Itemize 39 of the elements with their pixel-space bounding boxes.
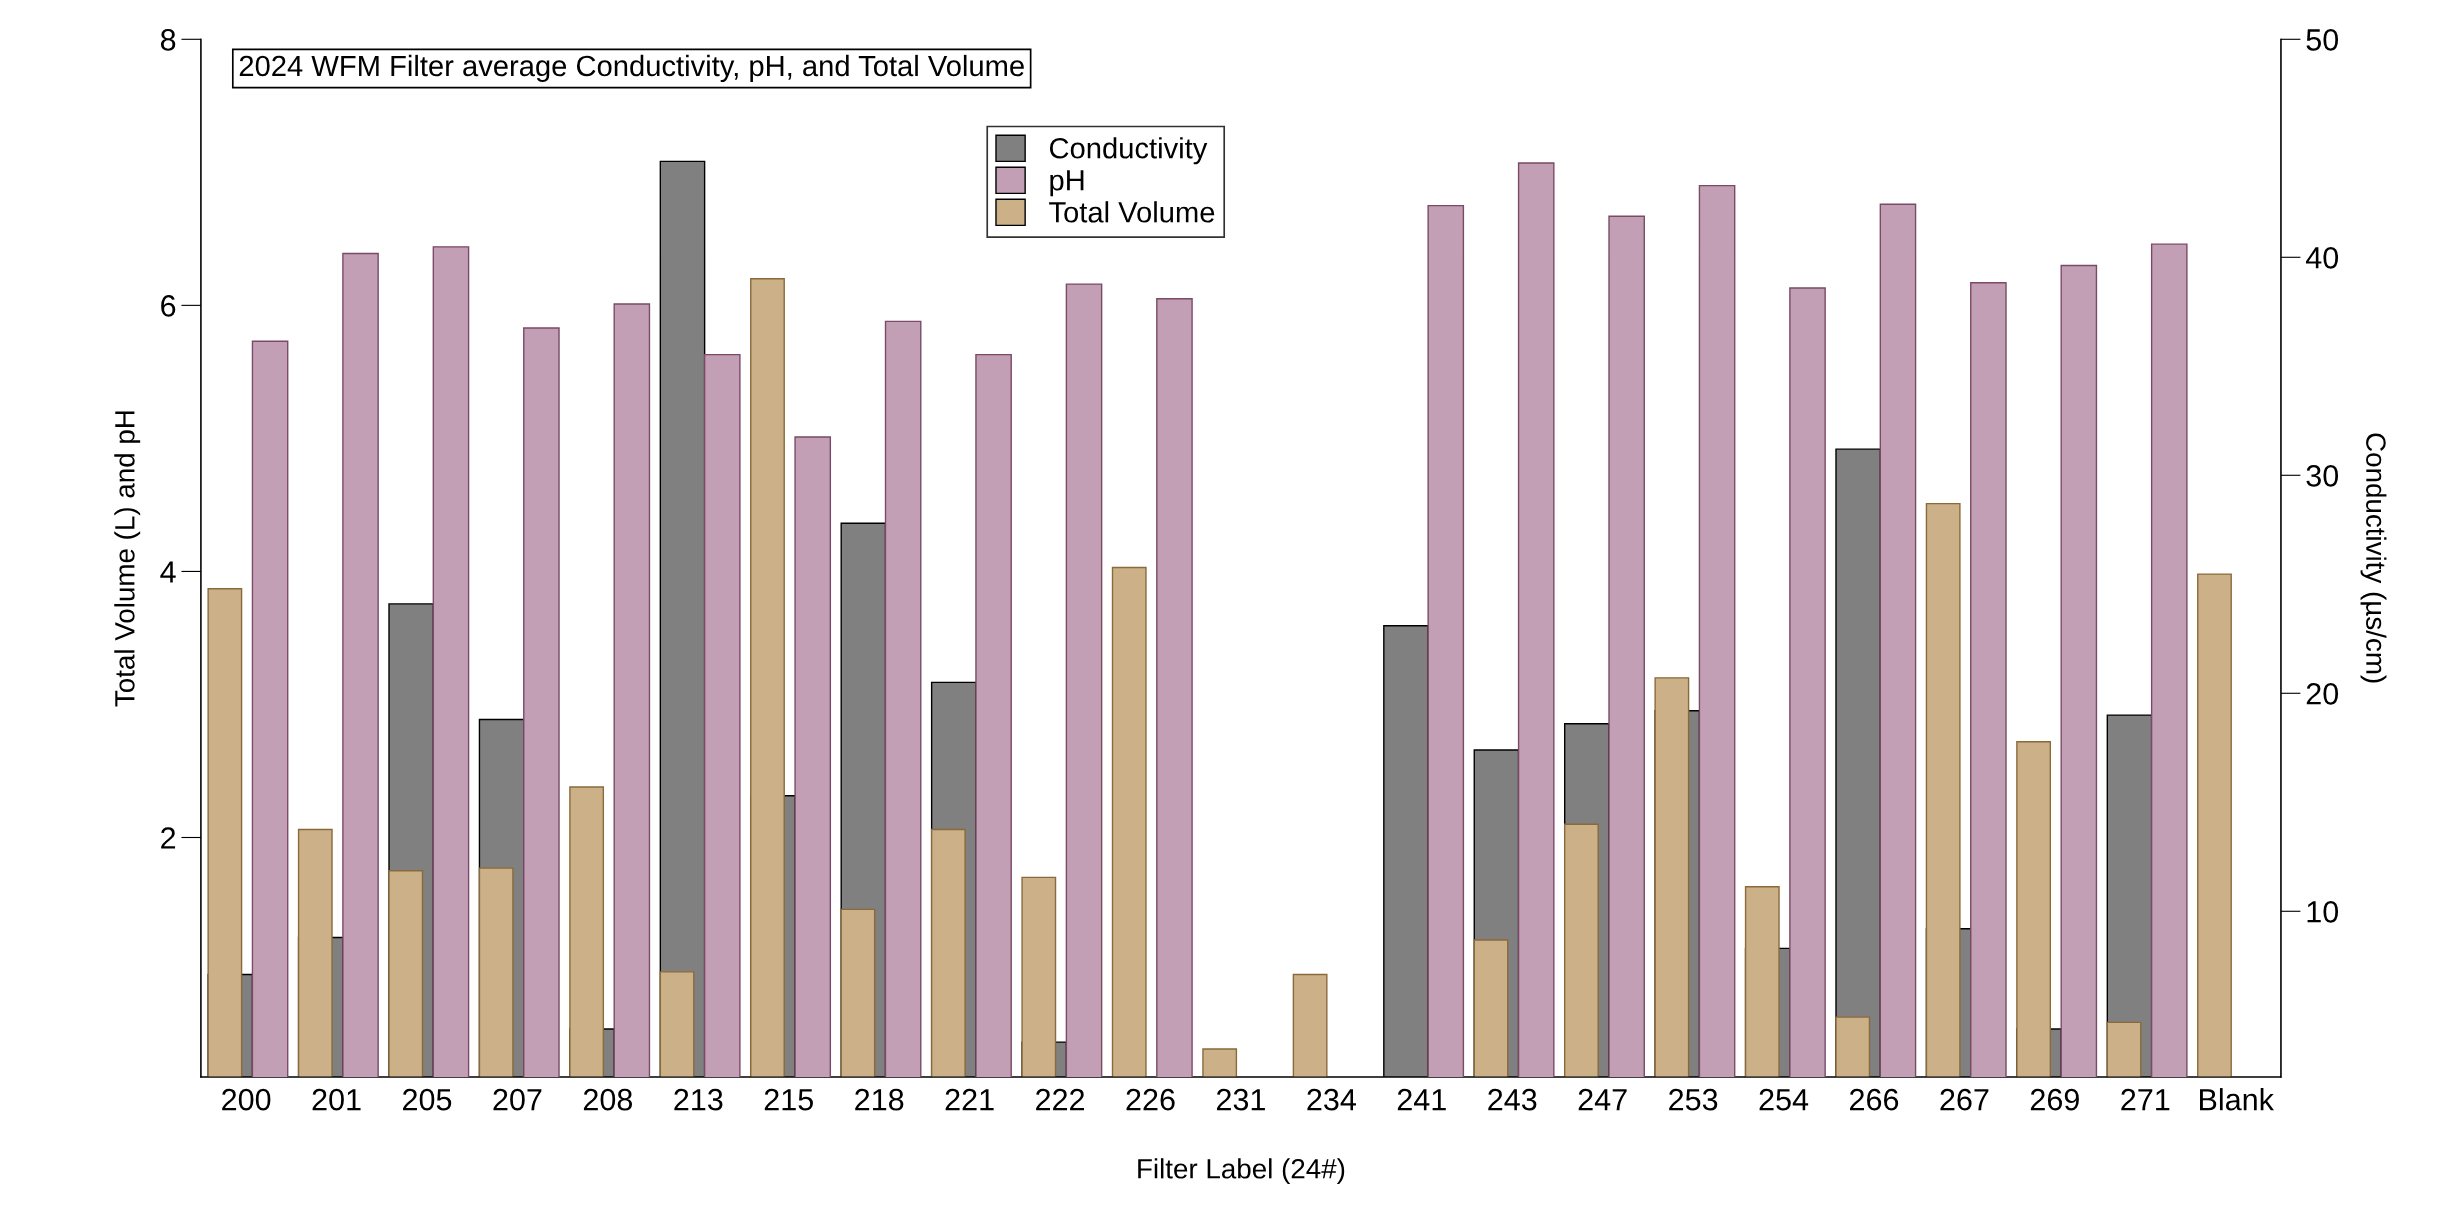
x-tick-label: Blank: [2200, 1088, 2274, 1111]
x-tick-label: 213: [674, 1088, 723, 1111]
y2-tick-label: 10: [2307, 901, 2339, 923]
x-tick-label: 234: [1307, 1088, 1356, 1111]
y-tick-label: 6: [161, 295, 176, 317]
x-tick-label: 253: [1669, 1088, 1718, 1111]
y2-tick-label: 20: [2306, 683, 2339, 705]
y2-tick-label: 50: [2306, 29, 2339, 51]
legend-label: Total Volume: [1049, 201, 1215, 223]
x-tick-label: 218: [855, 1088, 904, 1111]
y2-tick-label: 30: [2306, 465, 2339, 487]
x-tick-label: 201: [312, 1088, 361, 1111]
y-tick-label: 4: [160, 561, 176, 583]
x-tick-label: 207: [493, 1088, 542, 1111]
x-axis-title: Filter Label (24#): [1138, 1158, 1345, 1185]
x-tick-label: 269: [2030, 1088, 2079, 1111]
x-tick-label: 266: [1850, 1088, 1899, 1111]
x-tick-label: 267: [1940, 1088, 1989, 1111]
x-tick-label: 247: [1578, 1088, 1627, 1111]
x-tick-label: 271: [2121, 1088, 2170, 1111]
y-axis-title: Total Volume (L) and pH: [114, 411, 141, 707]
x-tick-label: 208: [583, 1088, 633, 1111]
x-tick-label: 221: [945, 1088, 994, 1111]
x-tick-label: 241: [1397, 1088, 1446, 1111]
y2-axis-title: Conductivity (µs/cm): [2360, 433, 2387, 683]
x-tick-label: 243: [1488, 1088, 1537, 1111]
x-tick-label: 254: [1759, 1088, 1809, 1111]
x-tick-label: 215: [764, 1088, 813, 1111]
x-tick-label: 205: [403, 1088, 452, 1111]
x-tick-label: 226: [1126, 1088, 1175, 1111]
y-tick-label: 2: [161, 827, 176, 849]
y-tick-label: 8: [160, 29, 176, 51]
legend-label: pH: [1050, 170, 1084, 197]
x-tick-label: 200: [222, 1088, 271, 1111]
x-tick-label: 222: [1036, 1088, 1085, 1111]
legend-label: Conductivity: [1049, 137, 1208, 165]
x-tick-label: 231: [1216, 1088, 1265, 1111]
y2-tick-label: 40: [2305, 247, 2339, 269]
chart-title: 2024 WFM Filter average Conductivity, pH, and Total Volume: [239, 54, 1024, 83]
